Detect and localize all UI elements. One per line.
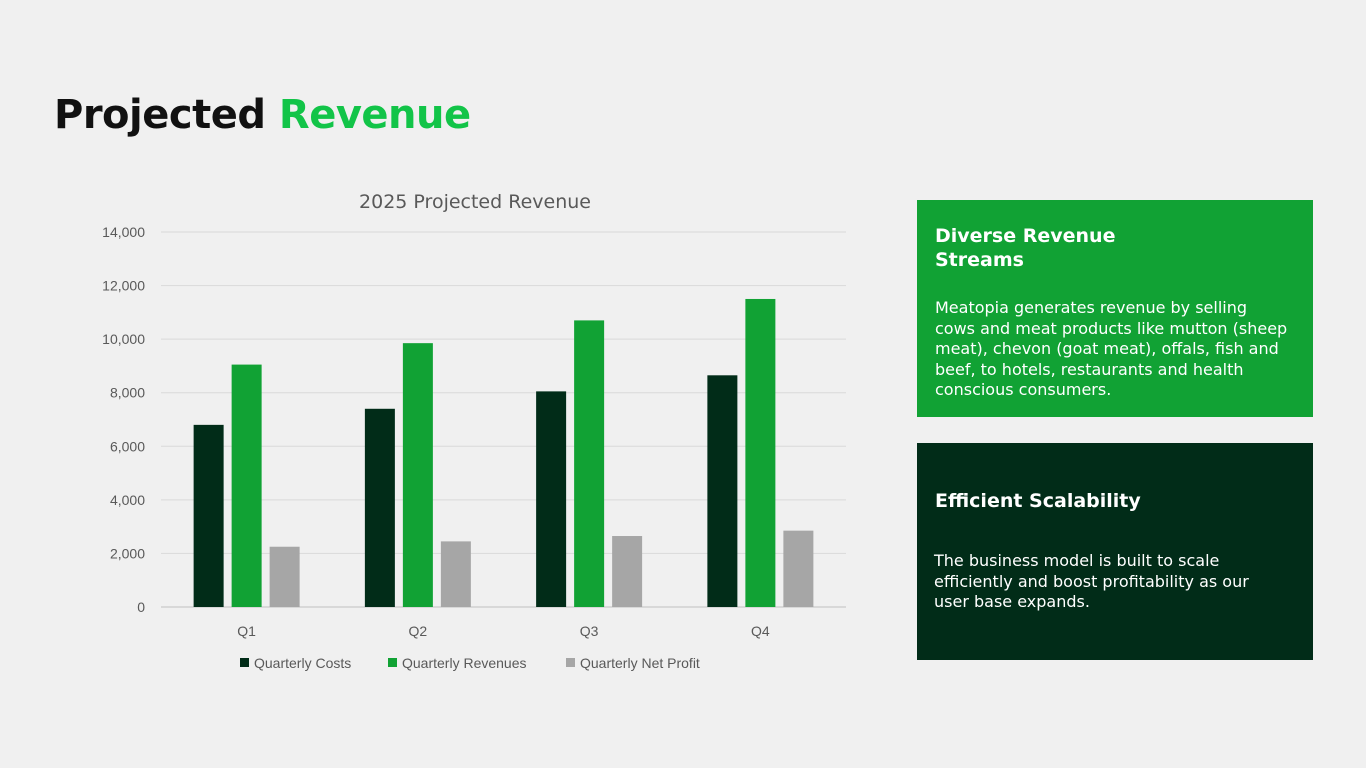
y-tick-label: 12,000: [102, 278, 145, 294]
legend-label: Quarterly Net Profit: [580, 655, 700, 671]
y-tick-label: 4,000: [110, 492, 145, 508]
title-part-1: Projected: [54, 92, 266, 138]
x-tick-label: Q3: [580, 623, 599, 639]
legend-swatch: [240, 658, 249, 667]
card-heading: Diverse Revenue Streams: [935, 225, 1116, 271]
y-tick-label: 0: [137, 599, 145, 615]
card-efficient-scalability: Efficient Scalability The business model…: [917, 443, 1313, 660]
y-tick-label: 8,000: [110, 385, 145, 401]
bar-q1-quarterly-costs: [193, 424, 224, 607]
y-tick-label: 2,000: [110, 545, 145, 561]
legend-swatch: [566, 658, 575, 667]
bar-q4-quarterly-costs: [707, 375, 738, 607]
x-tick-label: Q1: [237, 623, 256, 639]
x-tick-label: Q4: [751, 623, 770, 639]
bar-q2-quarterly-revenues: [402, 343, 433, 607]
bar-q4-quarterly-revenues: [745, 298, 776, 607]
card-body: The business model is built to scale eff…: [934, 551, 1249, 611]
slide-title: Projected Revenue: [54, 92, 471, 138]
bar-q3-quarterly-revenues: [574, 320, 605, 607]
bar-q1-quarterly-revenues: [231, 364, 262, 607]
card-diverse-revenue: Diverse Revenue Streams Meatopia generat…: [917, 200, 1313, 417]
card-body: Meatopia generates revenue by selling co…: [935, 298, 1288, 399]
bar-chart: 2025 Projected Revenue 0 2,000 4,000 6,000 8,…: [102, 191, 846, 671]
title-part-2: Revenue: [278, 92, 471, 138]
bar-q1-quarterly-net-profit: [269, 546, 300, 607]
bar-q4-quarterly-net-profit: [783, 530, 814, 607]
bar-q2-quarterly-costs: [364, 408, 395, 607]
y-tick-label: 10,000: [102, 331, 145, 347]
chart-title: 2025 Projected Revenue: [359, 191, 591, 213]
x-tick-label: Q2: [409, 623, 428, 639]
bar-q3-quarterly-costs: [536, 391, 567, 607]
y-tick-label: 14,000: [102, 224, 145, 240]
y-tick-label: 6,000: [110, 438, 145, 454]
legend-swatch: [388, 658, 397, 667]
bar-q3-quarterly-net-profit: [612, 536, 643, 607]
bar-q2-quarterly-net-profit: [440, 541, 471, 607]
legend-label: Quarterly Costs: [254, 655, 351, 671]
legend-label: Quarterly Revenues: [402, 655, 527, 671]
card-heading: Efficient Scalability: [935, 490, 1141, 512]
